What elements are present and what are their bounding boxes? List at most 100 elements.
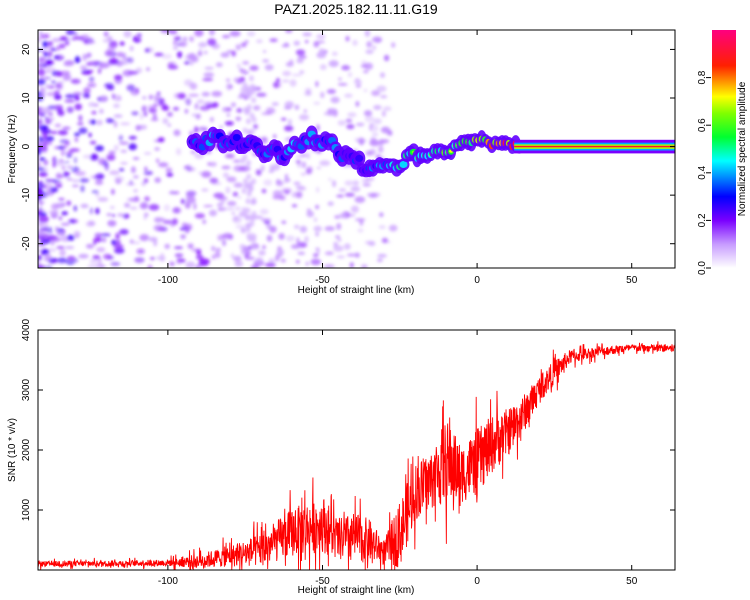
x-tick-label: -50 [315,576,330,587]
noise-blob [214,251,221,259]
noise-blob [74,57,81,64]
noise-blob [313,217,318,222]
noise-blob [363,70,369,74]
noise-blob [67,255,76,261]
noise-blob [113,144,119,151]
noise-blob [102,160,109,167]
noise-blob [275,180,284,187]
noise-blob [195,264,200,268]
noise-blob [139,202,149,210]
noise-blob [369,139,381,147]
noise-blob [42,132,48,140]
x-tick-label: 50 [626,275,638,286]
noise-blob [249,112,255,119]
noise-blob [87,264,99,268]
noise-blob [42,50,46,55]
noise-blob [211,254,216,260]
noise-blob [336,255,346,259]
noise-blob [61,165,66,171]
noise-blob [176,257,182,265]
noise-blob [209,177,219,184]
spectrogram-marks [38,30,675,268]
noise-blob [217,207,224,212]
noise-blob [359,219,364,226]
noise-blob [350,186,361,192]
noise-blob [234,260,244,267]
noise-blob [262,245,266,250]
noise-blob [55,226,59,231]
noise-blob [347,71,353,78]
noise-blob [328,108,337,114]
noise-blob [170,190,174,195]
noise-blob [364,115,375,123]
noise-blob [114,175,125,182]
noise-blob [281,79,290,83]
noise-blob [111,239,117,245]
noise-blob [373,105,382,110]
noise-blob [313,41,320,48]
noise-blob [80,203,89,209]
noise-blob [194,213,205,219]
noise-blob [337,238,342,242]
y-tick-label: 10 [21,92,32,104]
noise-blob [180,198,185,204]
noise-blob [209,209,217,217]
spectrogram-x-ticks: -100 -50 0 50 [158,30,638,286]
noise-blob [206,103,218,108]
noise-blob [38,182,44,190]
noise-blob [113,103,120,109]
noise-blob [283,178,288,184]
noise-blob [298,114,310,121]
noise-blob [331,51,338,56]
noise-blob [296,58,304,64]
noise-blob [88,76,95,82]
noise-blob [326,89,336,94]
noise-blob [44,116,49,120]
noise-blob [391,42,396,48]
noise-blob [269,38,278,42]
noise-blob [40,87,46,95]
y-tick-label: -10 [21,187,32,202]
noise-blob [143,170,154,176]
noise-blob [211,90,223,97]
noise-blob [361,264,368,268]
noise-blob [379,212,384,217]
noise-blob [185,228,190,234]
noise-blob [376,258,383,262]
noise-blob [290,244,301,250]
noise-blob [184,54,195,61]
noise-blob [241,42,247,48]
noise-blob [378,225,386,230]
noise-blob [65,94,76,99]
noise-blob [56,246,64,249]
noise-blob [164,243,170,249]
noise-blob [82,92,90,98]
noise-blob [107,220,117,227]
noise-blob [52,156,57,164]
noise-blob [365,240,376,245]
noise-blob [134,257,145,263]
noise-blob [175,147,182,156]
noise-blob [241,207,247,213]
noise-blob [65,30,75,36]
noise-blob [131,241,141,244]
signal-ridge [186,125,675,178]
colorbar-tick-label: 0.0 [697,261,708,275]
ridge-core [355,154,364,162]
noise-blob [38,231,45,237]
noise-blob [191,248,202,252]
noise-blob [266,234,273,242]
noise-blob [245,118,251,125]
noise-blob [354,252,360,258]
noise-blob [86,62,93,66]
noise-blob [45,84,50,89]
noise-blob [51,38,62,42]
noise-blob [285,30,293,33]
noise-blob [124,202,131,208]
noise-blob [368,193,378,198]
spectrogram-frame [37,29,676,269]
spectrogram-y-ticks: -20 -10 0 10 20 [21,43,675,251]
noise-blob [172,106,180,111]
noise-blob [357,228,364,233]
noise-blob [225,153,235,159]
